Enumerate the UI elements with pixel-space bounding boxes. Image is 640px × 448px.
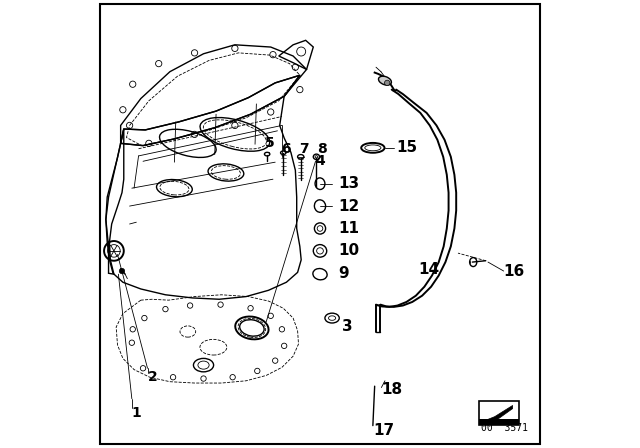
Text: 11: 11 [338,221,359,236]
Circle shape [385,80,390,86]
Text: 15: 15 [396,140,417,155]
Text: 10: 10 [338,243,359,258]
Text: 2: 2 [148,370,157,384]
Text: 00  3571: 00 3571 [481,423,528,433]
Bar [479,419,519,425]
Text: 7: 7 [299,142,308,156]
Text: 3: 3 [342,319,352,334]
Text: 14: 14 [419,262,440,277]
Text: 17: 17 [373,422,394,438]
Text: 12: 12 [338,198,359,214]
Bar [479,401,519,425]
Polygon shape [484,405,513,424]
Text: 18: 18 [381,382,403,397]
Text: 1: 1 [132,406,141,420]
Text: 8: 8 [317,142,326,156]
Text: 5: 5 [266,136,275,151]
Ellipse shape [378,76,392,85]
Text: 16: 16 [504,263,525,279]
Circle shape [119,268,125,274]
Text: 6: 6 [281,142,291,156]
Text: 9: 9 [338,266,349,281]
Text: 4: 4 [316,154,325,168]
Text: 13: 13 [338,176,359,191]
